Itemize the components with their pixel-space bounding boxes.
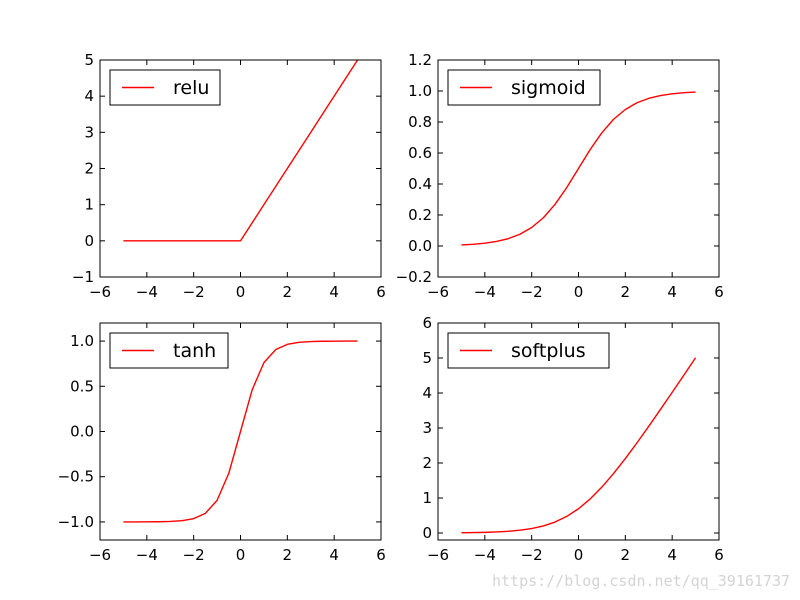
axes-frame <box>437 59 720 278</box>
x-tick-label: −4 <box>136 283 158 301</box>
y-tick-label: −0.5 <box>58 468 94 486</box>
subplot-3: −6 −4 −2 0 2 4 6 0 1 2 3 4 5 6 softplus <box>422 314 723 564</box>
x-tick-label: −4 <box>474 546 496 564</box>
y-tick-label: 5 <box>422 349 432 367</box>
legend: tanh <box>109 332 229 369</box>
legend-label: relu <box>173 77 209 99</box>
y-tick-label: 3 <box>422 419 432 437</box>
subplot-0: −6 −4 −2 0 2 4 6 −1 0 1 2 3 4 5 relu <box>72 51 386 301</box>
y-tick-label: 0.6 <box>408 144 432 162</box>
y-tick-label: −1 <box>72 268 94 286</box>
legend: relu <box>109 69 221 106</box>
x-tick-label: −2 <box>183 283 205 301</box>
y-tick-label: 3 <box>84 123 94 141</box>
y-tick-label: −0.2 <box>396 268 432 286</box>
x-tick-label: −6 <box>89 546 111 564</box>
y-tick-label: 1.2 <box>408 51 432 69</box>
y-tick-label: 0.0 <box>70 423 94 441</box>
x-tick-label: 4 <box>329 283 339 301</box>
y-tick-label: 6 <box>422 314 432 332</box>
x-tick-label: −2 <box>521 546 543 564</box>
series-line-softplus <box>461 357 697 534</box>
x-tick-label: 4 <box>667 283 677 301</box>
subplot-1: −6 −4 −2 0 2 4 6 −0.2 0.0 0.2 0.4 0.6 0.8 1.0 1.2 sigmo… <box>396 51 724 301</box>
legend: sigmoid <box>447 69 601 106</box>
x-tick-label: 0 <box>236 283 246 301</box>
x-tick-label: 4 <box>329 546 339 564</box>
x-tick-label: 2 <box>283 283 293 301</box>
x-tick-label: −2 <box>521 283 543 301</box>
x-tick-label: −6 <box>89 283 111 301</box>
x-tick-label: −4 <box>136 546 158 564</box>
legend-label: tanh <box>173 340 216 362</box>
y-tick-label: 0 <box>422 524 432 542</box>
y-tick-label: 2 <box>422 454 432 472</box>
y-tick-label: 1.0 <box>70 332 94 350</box>
subplot-2: −6 −4 −2 0 2 4 6 −1.0 −0.5 0.0 0.5 1.0 tanh <box>58 322 386 564</box>
x-tick-label: −2 <box>183 546 205 564</box>
x-tick-label: 6 <box>714 283 724 301</box>
series-line-sigmoid <box>461 91 696 246</box>
legend-label: softplus <box>511 340 586 362</box>
x-tick-label: 2 <box>283 546 293 564</box>
y-tick-label: 5 <box>84 51 94 69</box>
x-tick-label: −4 <box>474 283 496 301</box>
x-tick-label: −6 <box>427 546 449 564</box>
axes-frame <box>99 59 382 278</box>
y-tick-label: 0.4 <box>408 175 432 193</box>
x-tick-label: −6 <box>427 283 449 301</box>
legend: softplus <box>447 332 610 369</box>
x-tick-label: 2 <box>621 546 631 564</box>
y-tick-label: 0.2 <box>408 206 432 224</box>
y-tick-label: 1 <box>84 196 94 214</box>
x-tick-label: 0 <box>574 283 584 301</box>
legend-label: sigmoid <box>511 77 586 99</box>
axes-frame <box>99 322 382 541</box>
y-tick-label: 4 <box>422 384 432 402</box>
y-tick-label: −1.0 <box>58 513 94 531</box>
x-tick-label: 6 <box>376 546 386 564</box>
x-tick-label: 6 <box>376 283 386 301</box>
axes-frame <box>437 322 720 541</box>
series-line-tanh <box>123 340 358 523</box>
x-tick-label: 2 <box>621 283 631 301</box>
y-tick-label: 1.0 <box>408 82 432 100</box>
x-tick-label: 4 <box>667 546 677 564</box>
y-tick-label: 0.5 <box>70 377 94 395</box>
y-tick-label: 1 <box>422 489 432 507</box>
y-tick-label: 2 <box>84 160 94 178</box>
series-line-relu <box>123 59 359 242</box>
x-tick-label: 6 <box>714 546 724 564</box>
x-tick-label: 0 <box>574 546 584 564</box>
watermark-text: https://blog.csdn.net/qq_39161737 <box>491 572 790 590</box>
y-tick-label: 0.8 <box>408 113 432 131</box>
x-tick-label: 0 <box>236 546 246 564</box>
y-tick-label: 4 <box>84 87 94 105</box>
y-tick-label: 0 <box>84 232 94 250</box>
y-tick-label: 0.0 <box>408 237 432 255</box>
